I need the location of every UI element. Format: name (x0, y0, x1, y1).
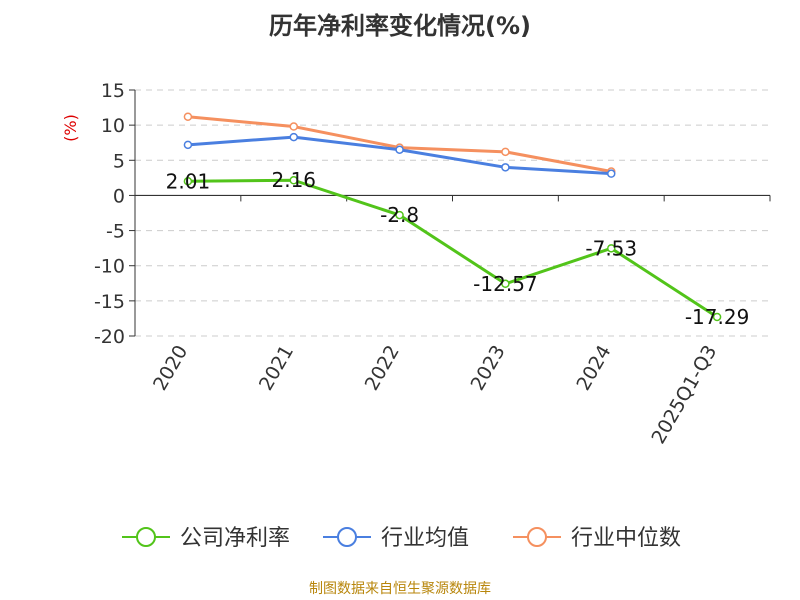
data-point (395, 145, 404, 154)
data-point (183, 140, 193, 150)
y-tick-label: -15 (94, 291, 125, 313)
chart-title: 历年净利率变化情况(%) (269, 12, 531, 40)
y-axis-ticks: 15 10 5 0 -5 -10 -15 -20 (94, 80, 135, 348)
data-point (183, 177, 193, 186)
data-labels: 2.01 2.16 -2.8 -12.57 -7.53 -17.29 (166, 168, 750, 329)
y-tick-label: 15 (101, 80, 125, 102)
x-tick-label: 2021 (255, 342, 298, 395)
data-label: -17.29 (685, 305, 749, 329)
data-point (289, 175, 298, 185)
data-point (289, 122, 298, 131)
legend-item[interactable]: 公司净利率 (122, 526, 290, 551)
legend-marker (337, 527, 357, 547)
y-tick-label: 0 (113, 185, 125, 207)
data-label: -7.53 (585, 236, 637, 260)
data-label: -2.8 (380, 203, 419, 227)
y-tick-label: 10 (101, 115, 125, 137)
data-label: 2.16 (271, 168, 316, 192)
data-point (712, 312, 722, 322)
series-group (183, 112, 722, 322)
legend-item[interactable]: 行业均值 (323, 526, 469, 551)
legend-marker (527, 527, 547, 547)
data-point (501, 147, 510, 157)
x-tick-label: 2020 (149, 342, 192, 395)
series-line (187, 135, 612, 176)
x-tick-label: 2023 (467, 341, 510, 394)
data-label: -12.57 (473, 272, 537, 296)
y-tick-label: -20 (94, 326, 125, 348)
data-point (289, 132, 298, 142)
legend-label: 行业均值 (381, 526, 469, 551)
data-point (183, 112, 193, 121)
series-line (187, 178, 718, 319)
x-tick-label: 2022 (361, 342, 404, 395)
data-point (501, 279, 510, 289)
legend[interactable]: 公司净利率 行业均值 行业中位数 (122, 526, 681, 551)
data-point (607, 244, 616, 253)
legend-item[interactable]: 行业中位数 (513, 526, 681, 551)
y-tick-label: -5 (106, 221, 125, 243)
x-tick-label: 2025Q1-Q3 (647, 342, 721, 448)
y-tick-label: -10 (94, 256, 125, 278)
x-axis: 2020 2021 2022 2023 2024 2025Q1-Q3 (134, 90, 771, 448)
source-note: 制图数据来自恒生聚源数据库 (309, 581, 491, 597)
gridlines (135, 89, 770, 337)
data-point (501, 163, 510, 172)
x-tick-label: 2024 (572, 342, 615, 395)
y-axis-label: (%) (61, 114, 80, 142)
legend-label: 行业中位数 (571, 526, 681, 551)
data-point (607, 169, 616, 178)
y-tick-label: 5 (113, 150, 125, 172)
legend-label: 公司净利率 (180, 526, 290, 551)
data-label: 2.01 (166, 169, 211, 193)
legend-marker (136, 527, 156, 547)
data-point (395, 210, 404, 220)
